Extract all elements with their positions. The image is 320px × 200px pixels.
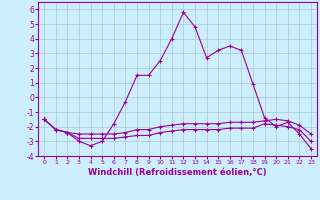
X-axis label: Windchill (Refroidissement éolien,°C): Windchill (Refroidissement éolien,°C): [88, 168, 267, 177]
